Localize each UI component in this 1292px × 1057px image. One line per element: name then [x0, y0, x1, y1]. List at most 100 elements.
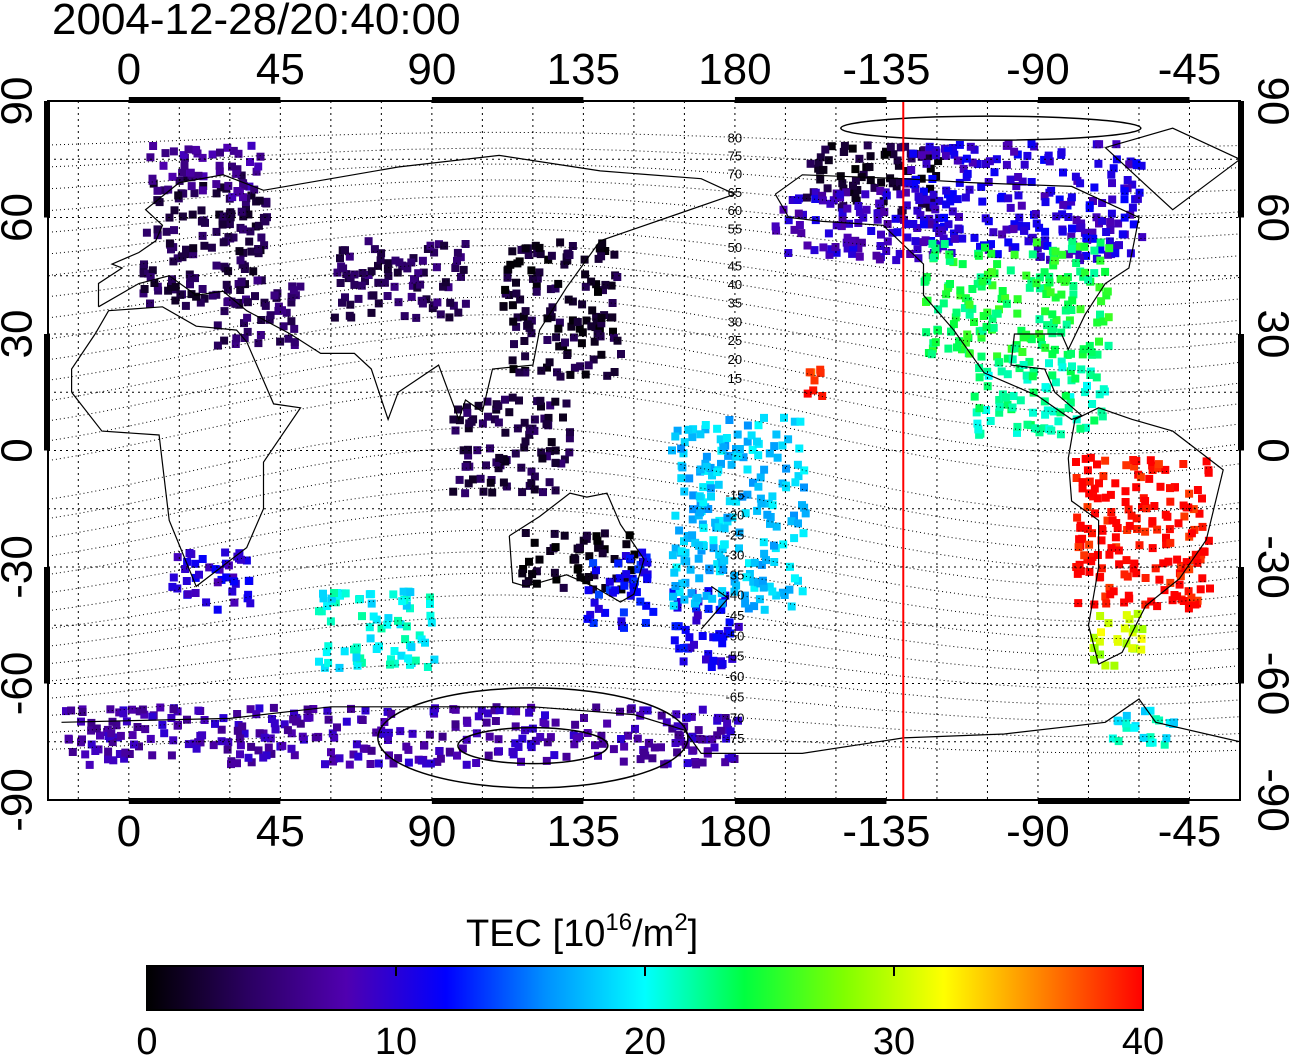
tec-cell [530, 538, 539, 547]
tec-cell [584, 586, 593, 595]
tec-cell [982, 406, 991, 414]
tec-cell [949, 320, 958, 329]
tec-cell [1161, 510, 1170, 519]
tec-cell [990, 168, 999, 177]
tec-cell [236, 750, 244, 759]
tec-cell [1096, 256, 1105, 265]
tec-cell [987, 268, 996, 277]
tec-cell [823, 184, 832, 193]
tec-cell [233, 710, 242, 718]
tec-cell [970, 392, 979, 401]
tec-cell [242, 205, 250, 214]
tec-cell [563, 351, 572, 359]
tec-cell [485, 732, 494, 741]
tec-cell [680, 556, 689, 565]
tec-cell [1004, 238, 1013, 247]
tec-cell [1146, 733, 1155, 742]
tec-cell [1137, 645, 1146, 654]
tec-cell [354, 294, 363, 303]
tec-cell [1084, 275, 1093, 284]
tec-cell [973, 279, 982, 288]
tec-cell [224, 267, 233, 276]
tec-cell [926, 164, 935, 173]
tec-cell [824, 229, 833, 238]
tec-cell [732, 581, 741, 590]
tec-cell [721, 714, 730, 722]
tec-cell [1020, 226, 1029, 235]
tec-cell [1072, 415, 1081, 424]
tec-cell [778, 441, 787, 450]
tec-cell [179, 189, 188, 198]
tec-cell [1096, 310, 1104, 319]
tec-cell [694, 554, 703, 563]
tec-cell [1184, 604, 1193, 613]
tec-cell [1059, 200, 1068, 209]
tec-cell [177, 252, 186, 261]
tec-cell [708, 471, 716, 480]
tec-cell [121, 748, 130, 757]
lat-tick-label: 60 [1248, 193, 1292, 242]
tec-cell [440, 241, 449, 250]
tec-cell [762, 556, 770, 565]
tec-cell [930, 218, 939, 227]
map-title: 2004-12-28/20:40:00 [52, 0, 461, 44]
tec-cell [598, 739, 607, 748]
tec-cell [483, 397, 492, 406]
tec-cell [1130, 723, 1139, 732]
tec-cell [451, 264, 460, 272]
tec-cell [1045, 272, 1054, 281]
tec-cell [213, 321, 222, 330]
tec-cell [541, 720, 550, 729]
tec-cell [445, 313, 454, 322]
tec-cell [246, 599, 255, 608]
tec-cell [716, 726, 725, 735]
tec-cell [1054, 417, 1063, 426]
tec-cell [1129, 564, 1138, 573]
tec-cell [800, 466, 809, 475]
mlat-label: -70 [726, 710, 745, 725]
tec-cell [146, 734, 155, 743]
tec-cell [464, 479, 473, 488]
tec-cell [1108, 516, 1117, 525]
tec-cell [1041, 343, 1050, 352]
tec-cell [1097, 407, 1106, 416]
tec-cell [754, 421, 763, 430]
tec-cell [222, 280, 231, 289]
tec-cell [947, 327, 955, 336]
tec-cell [408, 281, 417, 290]
tec-cell [741, 599, 750, 608]
tec-cell [707, 663, 716, 671]
tec-cell [1162, 533, 1170, 542]
tec-cell [1125, 521, 1134, 530]
tec-cell [670, 568, 679, 577]
tec-cell [1141, 527, 1150, 536]
tec-cell [527, 703, 536, 712]
tec-cell [401, 635, 410, 644]
tec-cell [913, 245, 922, 254]
tec-cell [1006, 175, 1015, 184]
tec-cell [779, 540, 788, 549]
tec-cell [698, 632, 707, 640]
tec-cell [1085, 567, 1094, 576]
tec-cell [1087, 348, 1096, 356]
tec-cell [357, 281, 366, 290]
tec-cell [942, 200, 951, 209]
mlat-label: -55 [726, 649, 745, 664]
tec-cell [993, 352, 1002, 361]
tec-cell [866, 176, 875, 185]
tec-cell [818, 191, 827, 200]
tec-cell [1041, 383, 1050, 392]
tec-cell [907, 154, 916, 163]
tec-cell [562, 399, 571, 408]
tec-cell [1123, 176, 1132, 184]
tec-cell [714, 523, 723, 532]
tec-cell [1160, 740, 1169, 749]
tec-cell [167, 282, 175, 291]
tec-cell [362, 744, 371, 753]
mlat-label: 30 [728, 314, 742, 329]
tec-cell [638, 548, 647, 557]
tec-cell [512, 707, 521, 716]
tec-cell [694, 541, 703, 550]
tec-cell [714, 480, 723, 489]
tec-cell [198, 231, 207, 240]
